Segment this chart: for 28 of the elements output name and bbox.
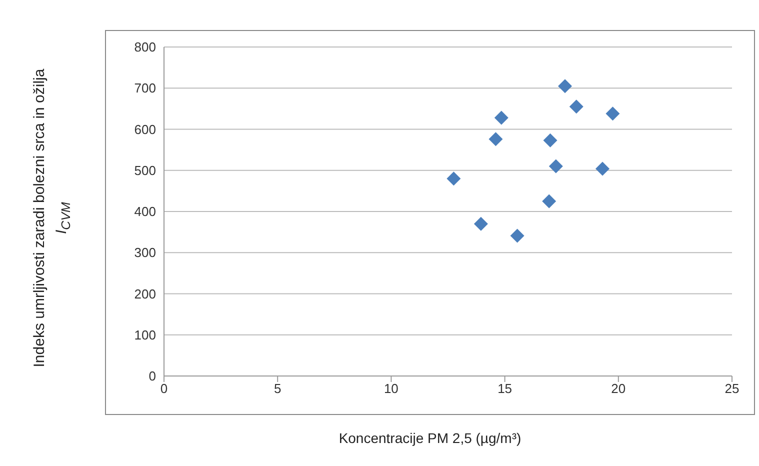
point [488,132,503,146]
y-tick-label: 600 [134,122,156,137]
x-tick-label: 0 [160,381,168,396]
y-tick-label: 0 [148,368,156,384]
point [548,159,563,174]
x-axis-title: Koncentracije PM 2,5 (µg/m³) [338,430,522,446]
y-tick-label: 700 [134,80,156,96]
y-tick-label: 100 [134,327,156,342]
point [606,106,620,121]
point [569,100,584,114]
point [494,110,508,125]
point [510,228,524,243]
y-tick-label: 200 [134,286,156,302]
point [474,216,488,231]
point [595,162,610,176]
x-tick-label: 5 [274,381,282,396]
x-tick-label: 25 [724,381,740,396]
y-tick-label: 300 [134,245,156,260]
x-tick-label: 15 [498,381,512,396]
point [543,133,558,148]
y-tick-label: 800 [134,40,156,55]
point [542,194,556,208]
x-tick-label: 20 [611,381,626,396]
y-tick-label: 500 [134,162,156,178]
point [446,172,461,186]
y-tick-label: 400 [134,204,156,220]
point [558,79,572,94]
x-tick-label: 10 [384,381,398,396]
